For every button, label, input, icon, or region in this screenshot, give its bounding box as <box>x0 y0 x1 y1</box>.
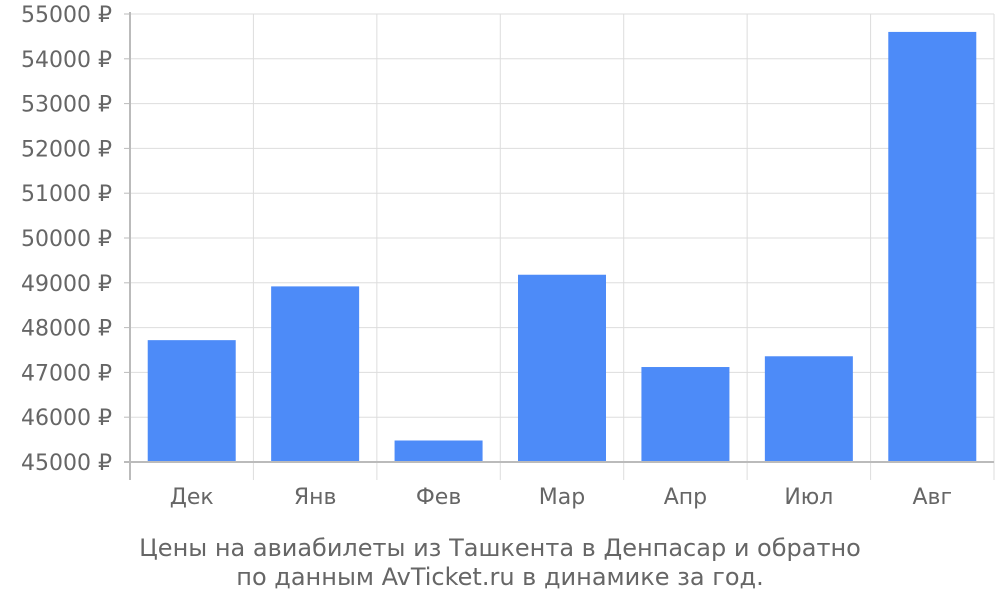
y-tick-label: 50000 ₽ <box>21 227 112 252</box>
x-tick-label: Фев <box>416 485 461 510</box>
x-tick-label: Мар <box>539 485 585 510</box>
x-tick-label: Дек <box>170 485 214 510</box>
y-tick-label: 55000 ₽ <box>21 3 112 28</box>
y-tick-label: 46000 ₽ <box>21 406 112 431</box>
y-tick-label: 45000 ₽ <box>21 451 112 476</box>
chart-caption-line-1: Цены на авиабилеты из Ташкента в Денпаса… <box>139 534 861 562</box>
bar <box>394 440 483 462</box>
y-tick-label: 54000 ₽ <box>21 48 112 73</box>
bar <box>271 286 360 462</box>
bar <box>764 356 853 462</box>
x-tick-label: Июл <box>784 485 833 510</box>
y-tick-label: 51000 ₽ <box>21 182 112 207</box>
y-tick-label: 48000 ₽ <box>21 317 112 342</box>
tick-labels: 45000 ₽ 46000 ₽ 47000 ₽ 48000 ₽ 49000 ₽ 50000… <box>21 3 952 510</box>
bars <box>147 31 977 462</box>
bar <box>147 340 236 462</box>
y-tick-label: 49000 ₽ <box>21 272 112 297</box>
y-tick-label: 47000 ₽ <box>21 361 112 386</box>
bar <box>518 274 606 462</box>
y-tick-label: 53000 ₽ <box>21 93 112 118</box>
bar <box>888 31 977 462</box>
axes <box>124 12 995 480</box>
bar <box>641 367 730 462</box>
chart-caption-line-2: по данным AvTicket.ru в динамике за год. <box>236 563 764 591</box>
x-tick-label: Янв <box>294 485 337 510</box>
x-tick-label: Апр <box>664 485 707 510</box>
x-tick-label: Авг <box>912 485 952 510</box>
y-tick-label: 52000 ₽ <box>21 137 112 162</box>
